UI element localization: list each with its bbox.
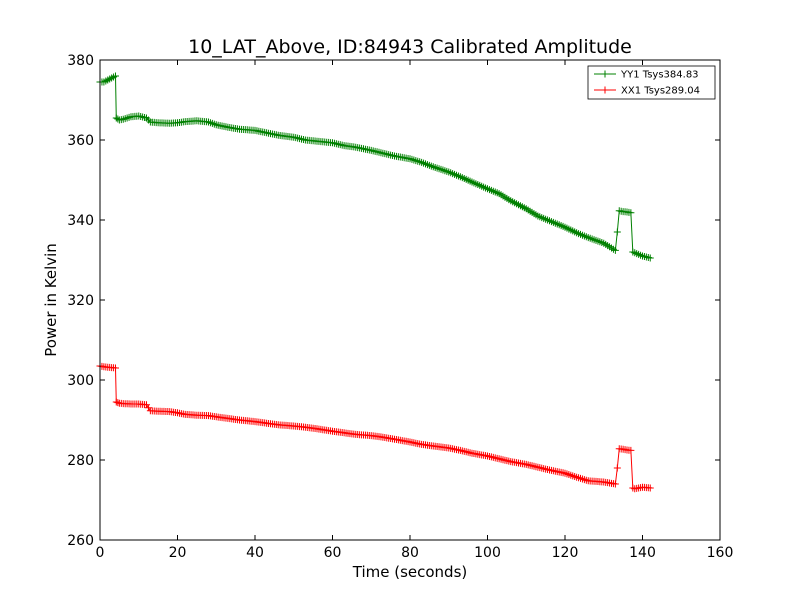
plot-background — [100, 60, 720, 540]
x-tick-label: 140 — [629, 545, 656, 561]
y-tick-label: 380 — [67, 53, 94, 69]
y-tick-label: 300 — [67, 373, 94, 389]
x-tick-label: 100 — [474, 545, 501, 561]
legend-label: YY1 Tsys384.83 — [620, 70, 699, 81]
y-axis-label: Power in Kelvin — [42, 243, 60, 357]
chart-title: 10_LAT_Above, ID:84943 Calibrated Amplit… — [188, 36, 632, 58]
legend-label: XX1 Tsys289.04 — [621, 86, 700, 97]
y-tick-label: 340 — [67, 213, 94, 229]
legend-marker — [601, 86, 609, 94]
x-tick-label: 120 — [552, 545, 579, 561]
x-tick-label: 40 — [246, 545, 264, 561]
x-tick-label: 60 — [324, 545, 342, 561]
legend-box — [587, 65, 716, 100]
x-tick-label: 80 — [401, 545, 419, 561]
legend-marker — [601, 70, 609, 78]
x-axis-label: Time (seconds) — [352, 563, 468, 581]
legend: YY1 Tsys384.83 XX1 Tsys289.04 — [587, 65, 716, 100]
y-tick-label: 280 — [67, 453, 94, 469]
y-tick-label: 260 — [67, 533, 94, 549]
x-tick-label: 0 — [96, 545, 105, 561]
tick-layer: 0 20 40 60 80 100 120 140 160 260 280 300 320 340 360 3… — [67, 53, 733, 561]
y-tick-label: 360 — [67, 133, 94, 149]
x-tick-label: 160 — [707, 545, 734, 561]
x-tick-label: 20 — [169, 545, 187, 561]
y-tick-label: 320 — [67, 293, 94, 309]
